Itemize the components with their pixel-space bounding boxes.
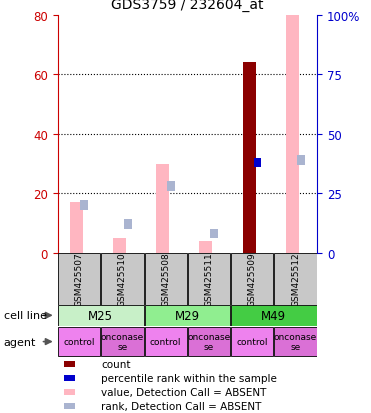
- Text: control: control: [237, 337, 268, 346]
- Bar: [275, 253, 317, 305]
- Text: onconase
se: onconase se: [101, 332, 144, 351]
- Bar: [64, 361, 75, 367]
- Bar: [231, 253, 273, 305]
- Bar: [145, 327, 187, 356]
- Text: rank, Detection Call = ABSENT: rank, Detection Call = ABSENT: [101, 401, 262, 411]
- Bar: [64, 375, 75, 381]
- Bar: [200, 241, 213, 253]
- Bar: [254, 158, 262, 168]
- Text: GSM425510: GSM425510: [118, 252, 127, 306]
- Bar: [297, 156, 305, 165]
- Bar: [188, 253, 230, 305]
- Bar: [167, 182, 175, 192]
- Text: control: control: [63, 337, 95, 346]
- Bar: [101, 253, 144, 305]
- Bar: [70, 203, 83, 253]
- Text: control: control: [150, 337, 181, 346]
- Bar: [64, 403, 75, 409]
- Text: GSM425511: GSM425511: [204, 252, 213, 306]
- Bar: [188, 327, 230, 356]
- Bar: [124, 220, 132, 230]
- Bar: [64, 389, 75, 395]
- Text: percentile rank within the sample: percentile rank within the sample: [101, 373, 277, 383]
- Text: M29: M29: [175, 309, 200, 322]
- Bar: [101, 327, 144, 356]
- Text: cell line: cell line: [4, 311, 47, 320]
- Text: GSM425509: GSM425509: [248, 252, 257, 306]
- Title: GDS3759 / 232604_at: GDS3759 / 232604_at: [111, 0, 264, 12]
- Bar: [58, 327, 100, 356]
- Text: M25: M25: [88, 309, 113, 322]
- Text: count: count: [101, 359, 131, 369]
- Bar: [275, 327, 317, 356]
- Bar: [81, 201, 88, 211]
- Bar: [58, 253, 100, 305]
- Bar: [156, 164, 169, 253]
- Bar: [210, 230, 218, 239]
- Bar: [231, 327, 273, 356]
- Text: value, Detection Call = ABSENT: value, Detection Call = ABSENT: [101, 387, 267, 397]
- Text: onconase
se: onconase se: [274, 332, 317, 351]
- Bar: [58, 305, 144, 326]
- Text: M49: M49: [261, 309, 286, 322]
- Text: agent: agent: [4, 337, 36, 347]
- Bar: [145, 253, 187, 305]
- Bar: [145, 305, 230, 326]
- Text: GSM425507: GSM425507: [75, 252, 83, 306]
- Text: GSM425512: GSM425512: [291, 252, 300, 306]
- Text: GSM425508: GSM425508: [161, 252, 170, 306]
- Text: onconase
se: onconase se: [187, 332, 231, 351]
- Bar: [286, 16, 299, 253]
- Bar: [243, 63, 256, 253]
- Bar: [231, 305, 317, 326]
- Bar: [113, 238, 126, 253]
